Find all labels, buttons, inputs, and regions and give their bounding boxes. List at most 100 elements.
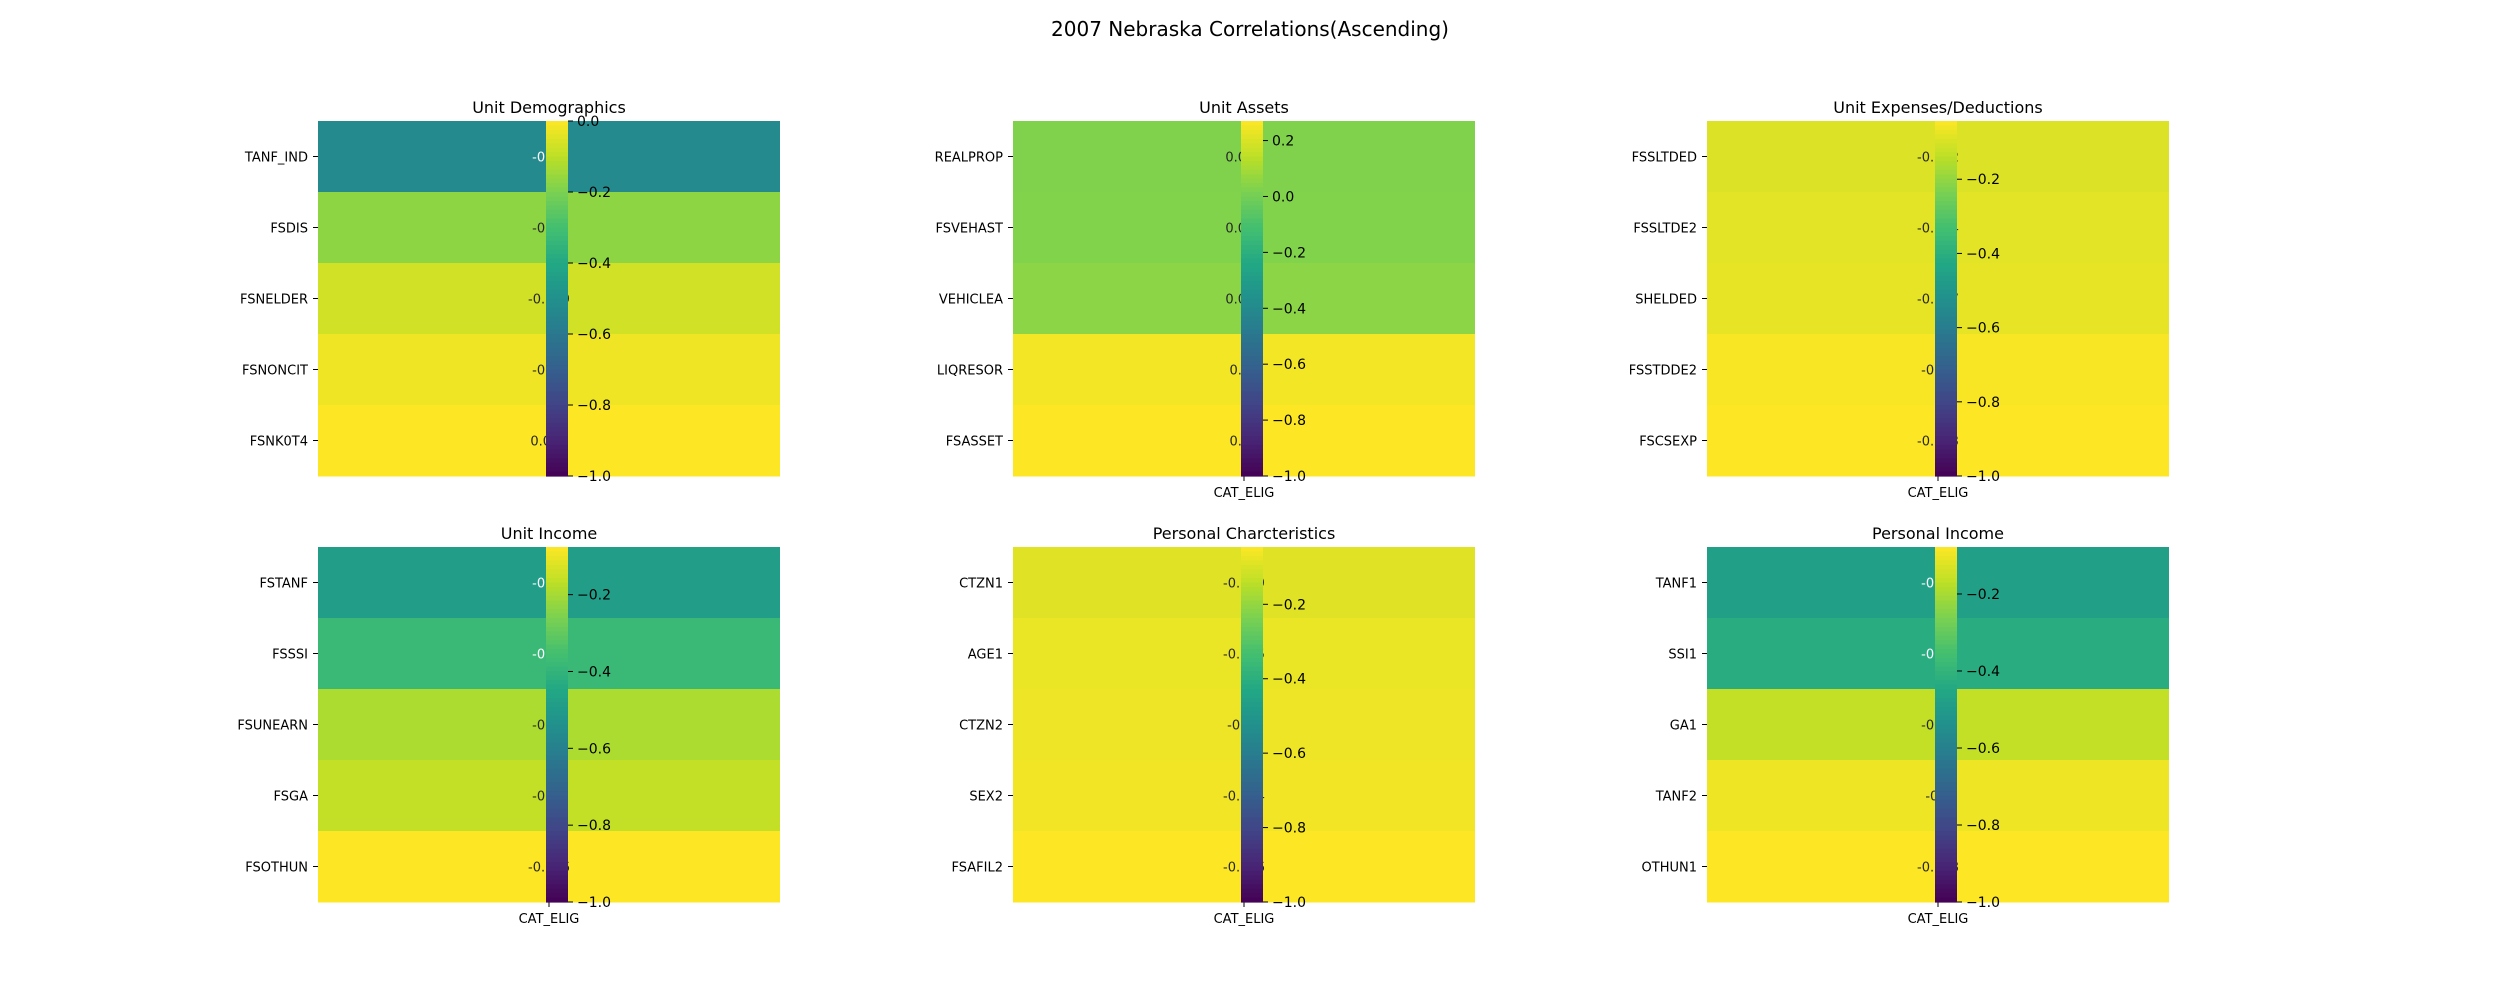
colorbar-segment <box>1935 551 1957 557</box>
colorbar-segment <box>546 236 568 242</box>
colorbar-segment <box>546 294 568 300</box>
colorbar-segment <box>1241 693 1263 699</box>
colorbar-segment <box>546 724 568 730</box>
colorbar-segment <box>1241 564 1263 570</box>
colorbar-segment <box>1241 657 1263 663</box>
colorbar-segment <box>1935 152 1957 158</box>
colorbar-segment <box>1935 742 1957 748</box>
colorbar-segment <box>1935 751 1957 757</box>
colorbar-segment <box>1241 768 1263 774</box>
colorbar-segment <box>1935 165 1957 171</box>
colorbar-segment <box>1241 271 1263 277</box>
colorbar-segment <box>1935 826 1957 832</box>
colorbar-segment <box>546 351 568 357</box>
colorbar-segment <box>1935 862 1957 868</box>
colorbar-segment <box>546 737 568 743</box>
colorbar-segment <box>1935 791 1957 797</box>
colorbar-segment <box>546 214 568 220</box>
colorbar-segment <box>1935 196 1957 202</box>
colorbar-segment <box>1935 405 1957 411</box>
colorbar-segment <box>1241 453 1263 459</box>
colorbar-segment <box>546 320 568 326</box>
colorbar-segment <box>1935 289 1957 295</box>
colorbar-segment <box>1935 294 1957 300</box>
row-label: SEX2 <box>969 790 1003 805</box>
colorbar-segment <box>546 826 568 832</box>
colorbar-segment <box>1241 640 1263 646</box>
colorbar-segment <box>546 258 568 264</box>
colorbar-segment <box>1241 138 1263 144</box>
colorbar-segment <box>1241 826 1263 832</box>
colorbar-segment <box>1935 808 1957 814</box>
colorbar-segment <box>1935 773 1957 779</box>
colorbar-segment <box>1241 733 1263 739</box>
colorbar-segment <box>546 125 568 131</box>
colorbar-tick-label: −0.4 <box>1272 672 1306 688</box>
row-label: VEHICLEA <box>939 293 1003 308</box>
colorbar-segment <box>1935 391 1957 397</box>
colorbar-segment <box>546 817 568 823</box>
colorbar-segment <box>1241 746 1263 752</box>
colorbar-segment <box>1241 697 1263 703</box>
colorbar-segment <box>546 569 568 575</box>
colorbar-segment <box>1935 760 1957 766</box>
colorbar-segment <box>546 334 568 340</box>
colorbar-segment <box>1241 254 1263 260</box>
row-label: CTZN1 <box>959 577 1003 592</box>
colorbar-segment <box>1241 578 1263 584</box>
colorbar-segment <box>1241 422 1263 428</box>
figure-title: 2007 Nebraska Correlations(Ascending) <box>1051 17 1449 41</box>
colorbar-segment <box>1241 236 1263 242</box>
colorbar-segment <box>1935 666 1957 672</box>
colorbar-tick-label: −0.6 <box>1966 321 2000 337</box>
colorbar-segment <box>546 187 568 193</box>
colorbar-tick-label: 0.0 <box>1272 189 1294 205</box>
colorbar-segment <box>546 165 568 171</box>
colorbar-segment <box>546 200 568 206</box>
colorbar-segment <box>1241 280 1263 286</box>
colorbar-segment <box>1935 449 1957 455</box>
colorbar-segment <box>1935 848 1957 854</box>
colorbar-segment <box>1935 555 1957 561</box>
colorbar-segment <box>1241 276 1263 282</box>
colorbar-segment <box>546 263 568 269</box>
row-label: FSSLTDED <box>1632 151 1697 166</box>
row-label: OTHUN1 <box>1642 861 1697 876</box>
colorbar-segment <box>1935 870 1957 876</box>
colorbar-segment <box>1241 387 1263 393</box>
colorbar-segment <box>546 870 568 876</box>
colorbar-segment <box>546 622 568 628</box>
colorbar-segment <box>1241 169 1263 175</box>
colorbar-segment <box>1935 263 1957 269</box>
colorbar-segment <box>546 888 568 894</box>
colorbar-segment <box>1241 618 1263 624</box>
colorbar-segment <box>1241 702 1263 708</box>
colorbar-segment <box>546 378 568 384</box>
colorbar-segment <box>546 285 568 291</box>
colorbar-segment <box>1241 782 1263 788</box>
colorbar-segment <box>546 205 568 211</box>
colorbar-segment <box>546 675 568 681</box>
colorbar-segment <box>1935 591 1957 597</box>
colorbar-segment <box>1241 249 1263 255</box>
row-label: AGE1 <box>968 648 1003 663</box>
colorbar-segment <box>1241 223 1263 229</box>
colorbar-segment <box>1935 342 1957 348</box>
colorbar-segment <box>1241 267 1263 273</box>
row-label: FSVEHAST <box>936 222 1004 237</box>
colorbar-segment <box>1241 870 1263 876</box>
colorbar-segment <box>1935 844 1957 850</box>
colorbar-segment <box>1241 400 1263 406</box>
colorbar-segment <box>546 742 568 748</box>
colorbar-tick-label: −0.8 <box>1272 413 1306 429</box>
colorbar-segment <box>1241 325 1263 331</box>
colorbar-segment <box>1241 240 1263 246</box>
colorbar-segment <box>1935 817 1957 823</box>
colorbar-segment <box>1241 662 1263 668</box>
colorbar-segment <box>1935 418 1957 424</box>
colorbar-segment <box>1935 440 1957 446</box>
colorbar-segment <box>546 143 568 149</box>
colorbar-segment <box>1935 680 1957 686</box>
row-label: TANF1 <box>1655 577 1697 592</box>
panel-title: Personal Income <box>1872 524 2004 543</box>
